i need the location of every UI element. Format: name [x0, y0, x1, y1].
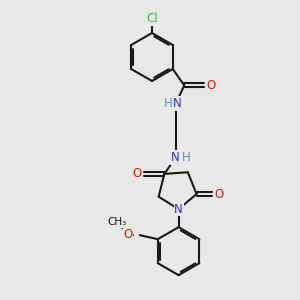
Text: N: N — [170, 151, 179, 164]
Text: O: O — [123, 228, 132, 241]
Text: O: O — [133, 167, 142, 180]
Text: H: H — [164, 97, 172, 110]
Text: Cl: Cl — [146, 13, 158, 26]
Text: N: N — [174, 203, 183, 216]
Text: O: O — [214, 188, 223, 201]
Text: O: O — [207, 79, 216, 92]
Text: H: H — [182, 151, 190, 164]
Text: CH₃: CH₃ — [107, 217, 126, 227]
Text: N: N — [172, 97, 181, 110]
